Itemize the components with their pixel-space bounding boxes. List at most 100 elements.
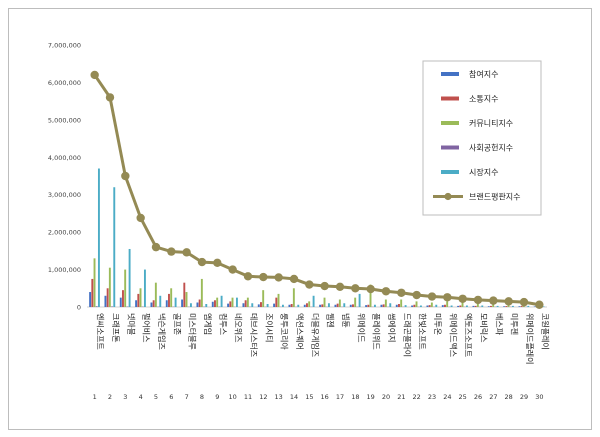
rank-label: 17 [336,393,344,401]
point-브랜드평판지수 [182,248,191,257]
category-label: 더블유게임즈 [310,313,320,357]
bar-참여지수 [533,306,536,307]
point-브랜드평판지수 [473,295,483,305]
bar-참여지수 [380,304,383,307]
bar-참여지수 [395,304,398,307]
chart: 0 1,000,000 2,000,000 3,000,000 4,000,000 5,0… [48,42,550,402]
point-브랜드평판지수 [504,297,513,306]
bar-소통지수 [244,300,247,307]
rank-label: 29 [520,393,528,401]
bar-커뮤니티지수 [154,282,157,307]
rank-label: 8 [200,393,204,401]
bar-시장지수 [511,305,514,307]
point-브랜드평판지수 [427,292,437,301]
bar-시장지수 [97,168,100,307]
category-label: 한빛소프트 [418,313,428,350]
bar-커뮤니티지수 [93,258,96,307]
legend-box [422,60,542,216]
bar-커뮤니티지수 [400,299,403,307]
bar-시장지수 [113,187,116,307]
bar-시장지수 [235,297,238,307]
bar-소통지수 [336,303,339,307]
bar-참여지수 [487,306,490,307]
bar-참여지수 [196,302,199,307]
bar-참여지수 [165,300,168,307]
rank-label: 22 [413,393,421,401]
bar-소통지수 [275,297,278,307]
point-브랜드평판지수 [443,293,452,302]
point-브랜드평판지수 [519,297,529,307]
point-브랜드평판지수 [489,296,498,305]
point-브랜드평판지수 [289,274,299,284]
rank-label: 12 [259,393,267,401]
rank-label: 15 [305,393,313,401]
bar-소통지수 [168,293,170,307]
category-label: 넵튠 [341,313,351,328]
bar-소통지수 [367,304,370,307]
point-브랜드평판지수 [305,280,314,289]
bar-참여지수 [211,301,214,307]
bar-커뮤니티지수 [384,299,387,307]
point-브랜드평판지수 [136,213,145,223]
point-브랜드평판지수 [381,287,391,296]
rank-label: 10 [229,393,237,401]
bar-소통지수 [382,304,385,307]
bar-시장지수 [419,305,422,307]
bar-참여지수 [273,303,276,307]
rank-label: 30 [535,393,543,401]
bar-소통지수 [229,301,232,307]
category-label: 모비릭스 [479,313,489,342]
rank-label: 16 [321,393,329,401]
bar-소통지수 [444,304,446,307]
category-label: 썸에이지 [387,313,397,342]
bar-커뮤니티지수 [216,297,219,307]
bar-소통지수 [490,305,492,307]
rank-label: 20 [382,393,390,401]
bar-참여지수 [411,305,414,307]
point-브랜드평판지수 [535,300,544,309]
bar-커뮤니티지수 [200,278,203,307]
point-브랜드평판지수 [197,257,207,267]
bar-커뮤니티지수 [185,292,188,307]
bar-시장지수 [435,304,438,307]
legend-swatch [441,72,459,76]
bar-참여지수 [365,305,368,307]
point-브랜드평판지수 [335,282,345,291]
bar-시장지수 [527,305,530,307]
bar-커뮤니티지수 [139,288,142,307]
bar-시장지수 [281,304,284,307]
category-label: 컴투스 [218,313,227,335]
rank-label: 9 [215,393,219,401]
bar-참여지수 [441,305,444,307]
bar-커뮤니티지수 [246,297,249,307]
bar-소통지수 [152,300,155,307]
bar-참여지수 [503,306,506,307]
bar-참여지수 [319,304,322,307]
rank-label: 5 [154,393,158,401]
rank-label: 27 [489,393,497,401]
category-label: 액토즈소프트 [464,313,474,357]
point-브랜드평판지수 [458,294,467,303]
category-label: 넥슨게임즈 [157,313,167,350]
y-tick-label: 5,000,000 [48,116,81,124]
bar-시장지수 [389,303,392,307]
bar-시장지수 [174,297,177,307]
point-브랜드평판지수 [351,284,360,293]
bar-커뮤니티지수 [492,304,495,307]
bar-소통지수 [198,299,201,307]
bar-소통지수 [214,300,216,307]
point-브랜드평판지수 [366,284,375,294]
bar-커뮤니티지수 [108,267,111,307]
legend-swatch-point [444,192,452,201]
legend-swatch [441,121,459,125]
category-label: 네오위즈 [234,313,243,342]
bar-소통지수 [106,288,109,307]
rank-label: 2 [108,393,112,401]
bar-커뮤니티지수 [231,297,234,307]
category-label: 데브시스터즈 [249,313,258,357]
bar-소통지수 [520,306,523,307]
bar-시장지수 [189,303,192,307]
bar-시장지수 [373,304,376,307]
rank-label: 19 [367,393,375,401]
point-브랜드평판지수 [105,93,115,102]
